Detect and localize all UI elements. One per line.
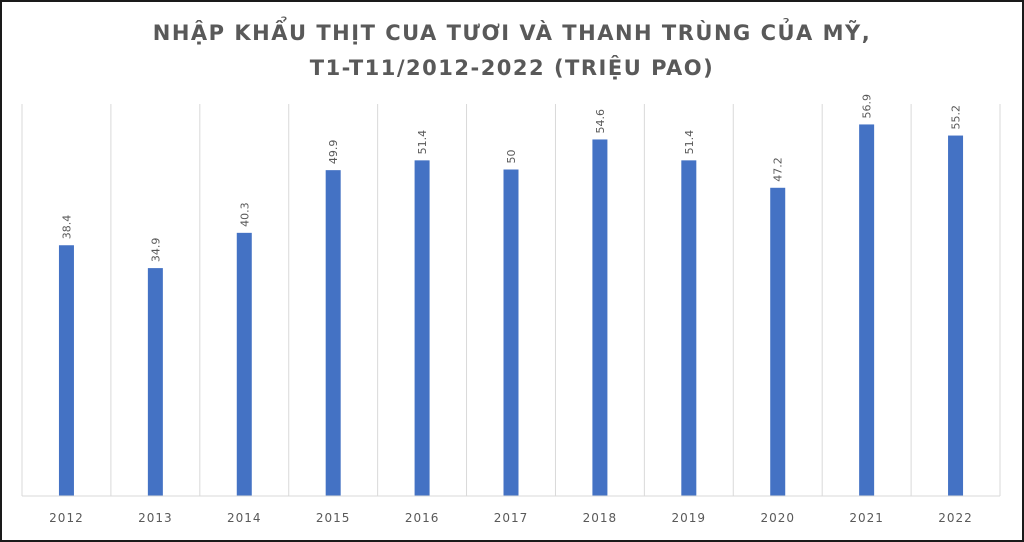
chart-title-line-2: T1-T11/2012-2022 (TRIỆU PAO) [309,56,715,80]
bar-2012 [58,245,74,496]
x-tick-label-2016: 2016 [405,511,440,525]
bar-2018 [592,139,608,496]
x-tick-label-2012: 2012 [49,511,84,525]
x-tick-label-2019: 2019 [672,511,707,525]
bar-series [58,124,964,497]
bar-2020 [770,187,786,496]
x-tick-label-2021: 2021 [849,511,884,525]
data-label-2018: 54.6 [594,109,607,134]
bar-2019 [681,160,697,496]
data-label-2021: 56.9 [861,94,874,119]
data-label-2013: 34.9 [149,238,162,263]
data-label-2022: 55.2 [950,105,963,130]
chart-title-line-1: NHẬP KHẨU THỊT CUA TƯƠI VÀ THANH TRÙNG C… [152,21,872,45]
bar-2014 [236,232,252,496]
x-tick-label-2018: 2018 [583,511,618,525]
data-label-2020: 47.2 [772,157,785,182]
data-label-2016: 51.4 [416,130,429,155]
data-label-2015: 49.9 [327,140,340,165]
bar-2015 [325,170,341,496]
category-gridlines [21,104,1001,496]
x-tick-label-2017: 2017 [494,511,529,525]
x-tick-label-2014: 2014 [227,511,262,525]
x-tick-label-2015: 2015 [316,511,351,525]
x-tick-label-2013: 2013 [138,511,173,525]
x-axis-labels: 2012 2013 2014 2015 2016 2017 2018 2019 2020 2021… [49,511,973,525]
data-label-2017: 50 [505,150,518,164]
bar-2013 [147,268,163,496]
data-label-2019: 51.4 [683,130,696,155]
data-labels: 38.4 34.9 40.3 49.9 51.4 50 54.6 51.4 47.2 56.9 55… [60,94,962,262]
x-tick-label-2022: 2022 [938,511,973,525]
bar-2016 [414,160,430,496]
x-tick-label-2020: 2020 [760,511,795,525]
chart-title: NHẬP KHẨU THỊT CUA TƯƠI VÀ THANH TRÙNG C… [0,16,1024,86]
bar-2021 [859,124,875,497]
bar-2017 [503,169,519,496]
data-label-2012: 38.4 [60,215,73,240]
bar-2022 [948,135,964,496]
data-label-2014: 40.3 [238,202,251,227]
